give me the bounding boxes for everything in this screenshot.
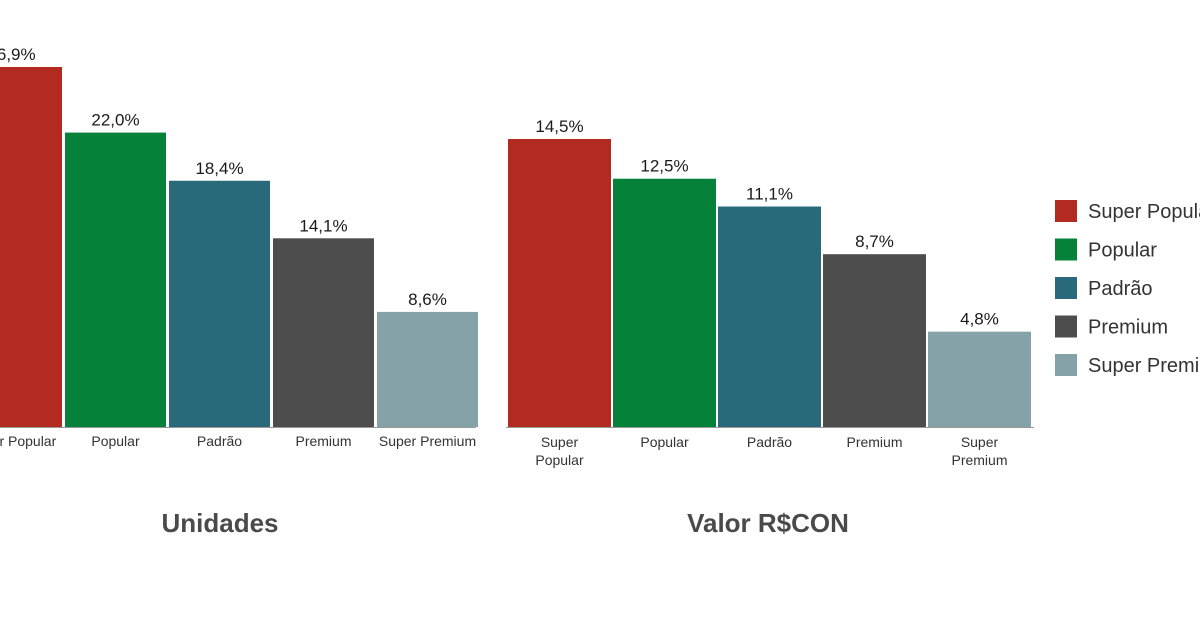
category-tick-label: Premium [295, 433, 351, 449]
legend-label: Padrão [1088, 278, 1153, 300]
bar-value-label: 12,5% [640, 157, 688, 176]
bar-value-label: 8,7% [855, 232, 894, 251]
bar-super-popular [508, 139, 611, 427]
bar-value-label: 22,0% [91, 111, 139, 130]
legend-swatch [1055, 354, 1077, 376]
bar-value-label: 11,1% [746, 185, 793, 204]
bar-value-label: 26,9% [0, 45, 36, 64]
category-tick-label: Padrão [197, 433, 242, 449]
category-tick-label: Super Premium [951, 434, 1007, 468]
bar-super-popular [0, 67, 62, 427]
legend-label: Premium [1088, 317, 1168, 339]
bar-value-label: 4,8% [960, 310, 999, 329]
chart-title: Unidades [161, 508, 278, 538]
category-tick-label: Super Premium [379, 433, 476, 449]
bar-padrao [169, 180, 270, 427]
bar-value-label: 8,6% [408, 290, 447, 309]
bar-popular [613, 178, 716, 427]
legend-swatch [1055, 238, 1077, 261]
legend-swatch [1055, 277, 1077, 299]
bar-value-label: 14,1% [299, 216, 347, 235]
bar-super-premium [377, 311, 478, 427]
category-tick-label: Popular [91, 433, 140, 449]
category-tick-label: Premium [846, 434, 902, 450]
bar-premium [823, 254, 926, 427]
bar-super-premium [928, 331, 1031, 427]
legend-label: Super Popular [1088, 201, 1200, 223]
bar-value-label: 14,5% [535, 117, 583, 136]
legend-swatch [1055, 315, 1077, 338]
chart-panel-unidades: 26,9% Super Popular 22,0% Popular 18,4% Padrã… [0, 45, 478, 538]
bar-premium [273, 238, 374, 427]
category-tick-label: Super Popular [0, 433, 57, 449]
category-tick-label: Padrão [747, 434, 792, 450]
chart-panel-valor: 14,5% Super Popular 12,5% Popular 11,1% Padrão… [506, 117, 1034, 538]
bar-padrao [718, 206, 821, 427]
legend: Super Popular Popular Padrão Premium Super P… [1055, 200, 1200, 377]
legend-swatch [1055, 200, 1077, 222]
legend-label: Super Premium [1088, 355, 1200, 377]
bar-value-label: 18,4% [195, 159, 243, 178]
chart-title: Valor R$CON [687, 508, 849, 538]
category-tick-label: Super Popular [535, 434, 584, 468]
category-tick-label: Popular [640, 434, 689, 450]
legend-label: Popular [1088, 240, 1157, 262]
bar-popular [65, 132, 166, 427]
